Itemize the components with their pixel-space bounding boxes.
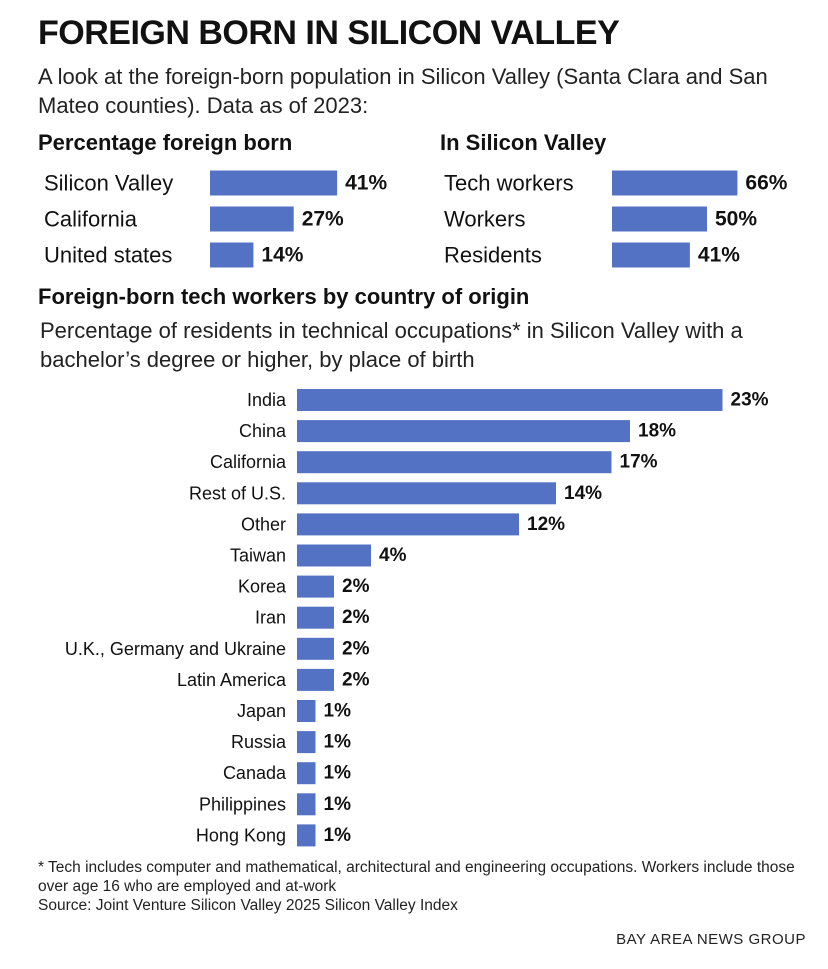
bar xyxy=(297,513,519,536)
bar xyxy=(297,420,630,443)
value-label: 2% xyxy=(342,576,370,597)
credit: BAY AREA NEWS GROUP xyxy=(616,931,806,948)
value-label: 14% xyxy=(261,244,303,267)
value-label: 1% xyxy=(324,794,352,815)
bar xyxy=(297,389,723,411)
category-label: Philippines xyxy=(199,794,286,814)
category-label: Other xyxy=(241,514,286,534)
category-label: China xyxy=(239,421,287,441)
bar xyxy=(297,668,334,691)
value-label: 2% xyxy=(342,638,370,659)
category-label: Hong Kong xyxy=(196,825,286,845)
category-label: Latin America xyxy=(177,670,287,690)
value-label: 12% xyxy=(527,514,565,535)
value-label: 23% xyxy=(731,390,769,411)
bar xyxy=(297,637,334,660)
chart-2: Tech workers 66% Workers 50% Residents 41% xyxy=(444,170,788,268)
bar xyxy=(297,731,316,754)
category-label: Iran xyxy=(255,608,286,628)
page-title: FOREIGN BORN IN SILICON VALLEY xyxy=(38,14,620,52)
value-label: 41% xyxy=(345,172,387,195)
chart-1: Silicon Valley 41% California 27% United sta… xyxy=(44,170,387,268)
category-label: Korea xyxy=(238,577,287,597)
bar xyxy=(210,170,338,196)
category-label: India xyxy=(247,390,287,410)
value-label: 27% xyxy=(302,208,344,231)
chart-3-title: Foreign-born tech workers by country of … xyxy=(38,284,530,309)
value-label: 41% xyxy=(698,244,740,267)
bar xyxy=(612,170,738,196)
category-label: California xyxy=(210,452,287,472)
value-label: 14% xyxy=(564,483,602,504)
value-label: 66% xyxy=(745,172,787,195)
bar xyxy=(297,606,334,629)
footnote: * Tech includes computer and mathematica… xyxy=(38,858,798,915)
category-label: Taiwan xyxy=(230,546,286,566)
value-label: 50% xyxy=(715,208,757,231)
value-label: 1% xyxy=(324,701,352,722)
category-label: United states xyxy=(44,243,172,268)
bar xyxy=(297,793,316,816)
value-label: 1% xyxy=(324,763,352,784)
chart-3-subtitle: Percentage of residents in technical occ… xyxy=(40,318,743,372)
bar xyxy=(612,242,690,268)
bar xyxy=(612,206,707,232)
bar xyxy=(297,824,316,847)
value-label: 1% xyxy=(324,732,352,753)
chart-1-title: Percentage foreign born xyxy=(38,130,293,155)
value-label: 18% xyxy=(638,421,676,442)
chart-3: India 23% China 18% California 17% Rest of U.S… xyxy=(65,389,769,847)
category-label: Russia xyxy=(231,732,287,752)
value-label: 2% xyxy=(342,607,370,628)
bar xyxy=(297,575,334,598)
category-label: Canada xyxy=(223,763,287,783)
category-label: U.K., Germany and Ukraine xyxy=(65,639,286,659)
category-label: Japan xyxy=(237,701,286,721)
source-text: Source: Joint Venture Silicon Valley 202… xyxy=(38,897,458,914)
category-label: Workers xyxy=(444,207,526,232)
category-label: Tech workers xyxy=(444,171,574,196)
category-label: Rest of U.S. xyxy=(189,483,286,503)
page-subtitle: A look at the foreign-born population in… xyxy=(38,64,768,118)
bar xyxy=(297,762,316,785)
bar xyxy=(210,242,254,268)
bar xyxy=(297,482,556,505)
bar xyxy=(297,451,612,474)
bar xyxy=(297,700,316,722)
category-label: California xyxy=(44,207,138,232)
value-label: 1% xyxy=(324,825,352,846)
value-label: 17% xyxy=(620,452,658,473)
footnote-text: * Tech includes computer and mathematica… xyxy=(38,859,795,895)
chart-2-title: In Silicon Valley xyxy=(440,130,607,155)
category-label: Residents xyxy=(444,243,542,268)
bar xyxy=(210,206,294,232)
value-label: 2% xyxy=(342,669,370,690)
value-label: 4% xyxy=(379,545,407,566)
bar xyxy=(297,544,371,567)
category-label: Silicon Valley xyxy=(44,171,173,196)
